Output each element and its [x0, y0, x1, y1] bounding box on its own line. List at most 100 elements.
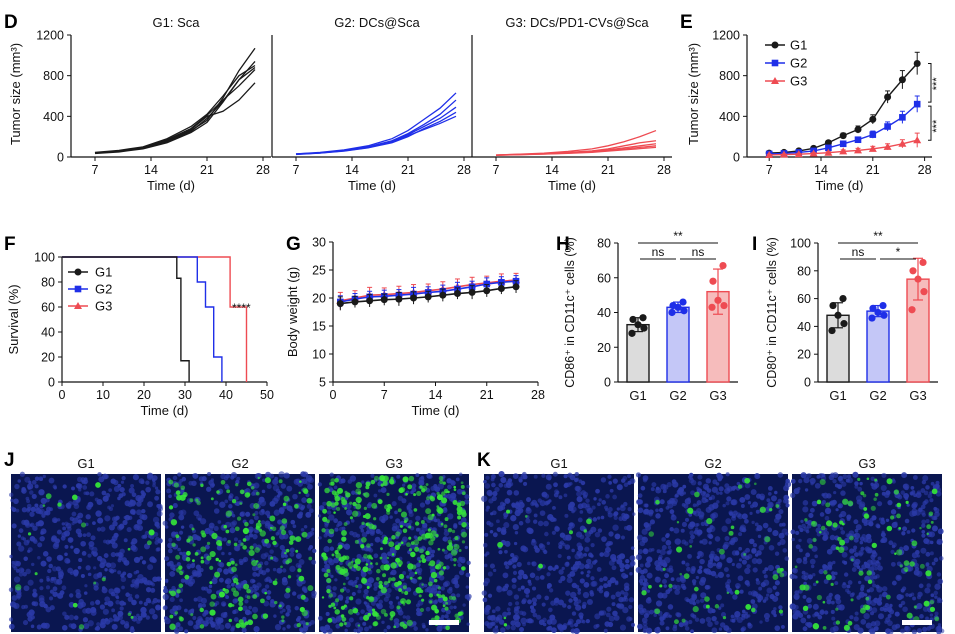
nucleus-dot — [43, 510, 49, 516]
green-signal-dot — [386, 492, 390, 496]
nucleus-dot — [218, 577, 224, 583]
nucleus-dot — [26, 611, 33, 618]
green-signal-dot — [453, 563, 457, 567]
nucleus-dot — [437, 590, 442, 595]
nucleus-dot — [26, 508, 31, 513]
nucleus-dot — [520, 617, 527, 625]
nucleus-dot — [726, 573, 730, 578]
nucleus-dot — [233, 617, 239, 622]
nucleus-dot — [289, 551, 295, 557]
green-signal-dot — [506, 509, 511, 514]
nucleus-dot — [665, 505, 670, 510]
scale-bar — [429, 620, 459, 625]
green-signal-dot — [866, 570, 872, 576]
green-signal-dot — [694, 491, 700, 498]
nucleus-dot — [443, 549, 448, 555]
nucleus-dot — [391, 501, 397, 507]
nucleus-dot — [552, 471, 558, 477]
nucleus-dot — [597, 516, 601, 520]
green-signal-dot — [218, 591, 225, 598]
nucleus-dot — [832, 472, 839, 479]
green-signal-dot — [264, 591, 268, 595]
nucleus-dot — [492, 532, 498, 538]
green-signal-dot — [926, 524, 932, 530]
nucleus-dot — [641, 528, 648, 535]
nucleus-dot — [926, 583, 931, 588]
nucleus-dot — [614, 581, 619, 586]
green-signal-dot — [438, 475, 444, 481]
nucleus-dot — [882, 605, 888, 611]
nucleus-dot — [180, 578, 186, 583]
nucleus-dot — [132, 511, 136, 515]
data-point — [629, 315, 637, 324]
nucleus-dot — [642, 548, 649, 555]
green-signal-dot — [417, 536, 423, 541]
nucleus-dot — [141, 508, 146, 514]
nucleus-dot — [783, 494, 790, 501]
nucleus-dot — [117, 558, 122, 563]
nucleus-dot — [545, 483, 552, 490]
green-signal-dot — [355, 503, 362, 510]
nucleus-dot — [131, 546, 138, 553]
nucleus-dot — [361, 480, 365, 484]
nucleus-dot — [723, 567, 729, 573]
nucleus-dot — [747, 623, 753, 629]
nucleus-dot — [597, 502, 601, 507]
green-signal-dot — [390, 476, 394, 480]
nucleus-dot — [431, 587, 438, 594]
nucleus-dot — [934, 511, 940, 518]
nucleus-dot — [252, 533, 258, 540]
nucleus-dot — [635, 472, 641, 478]
nucleus-dot — [747, 501, 752, 505]
y-axis-title: CD86⁺ in CD11c⁺ cells (%) — [563, 237, 577, 388]
nucleus-dot — [442, 536, 449, 542]
x-tick-label: 7 — [381, 388, 388, 402]
green-signal-dot — [379, 547, 383, 551]
nucleus-dot — [88, 544, 94, 550]
x-axis-title: Time (d) — [412, 403, 460, 418]
nucleus-dot — [96, 622, 101, 627]
nucleus-dot — [389, 515, 393, 519]
nucleus-dot — [445, 609, 451, 615]
nucleus-dot — [163, 588, 169, 594]
nucleus-dot — [781, 522, 786, 527]
nucleus-dot — [13, 576, 21, 583]
nucleus-dot — [926, 626, 931, 631]
green-signal-dot — [398, 573, 405, 580]
x-tick-label: 7 — [92, 163, 99, 177]
nucleus-dot — [882, 591, 888, 598]
nucleus-dot — [658, 507, 664, 513]
green-signal-dot — [174, 611, 179, 615]
green-signal-dot — [383, 536, 389, 541]
nucleus-dot — [501, 526, 507, 533]
green-signal-dot — [453, 543, 460, 550]
nucleus-dot — [290, 519, 296, 525]
green-signal-dot — [257, 563, 262, 568]
green-signal-dot — [438, 570, 445, 576]
y-tick-label: 20 — [597, 341, 611, 355]
nucleus-dot — [101, 586, 106, 590]
nucleus-dot — [699, 598, 705, 603]
nucleus-dot — [152, 613, 158, 620]
green-signal-dot — [371, 524, 377, 530]
nucleus-dot — [649, 609, 654, 615]
nucleus-dot — [751, 520, 755, 525]
green-signal-dot — [176, 589, 181, 594]
nucleus-dot — [149, 556, 156, 563]
green-signal-dot — [433, 578, 438, 583]
nucleus-dot — [567, 604, 572, 610]
data-point — [825, 144, 832, 152]
nucleus-dot — [544, 493, 550, 499]
green-signal-dot — [655, 499, 660, 505]
nucleus-dot — [504, 498, 511, 504]
nucleus-dot — [408, 509, 413, 514]
nucleus-dot — [608, 531, 614, 537]
nucleus-dot — [558, 569, 564, 575]
nucleus-dot — [723, 625, 730, 632]
nucleus-dot — [510, 620, 516, 626]
nucleus-dot — [831, 600, 835, 605]
nucleus-dot — [447, 536, 452, 540]
green-signal-dot — [816, 499, 822, 505]
nucleus-dot — [855, 524, 862, 531]
data-point — [840, 320, 848, 328]
